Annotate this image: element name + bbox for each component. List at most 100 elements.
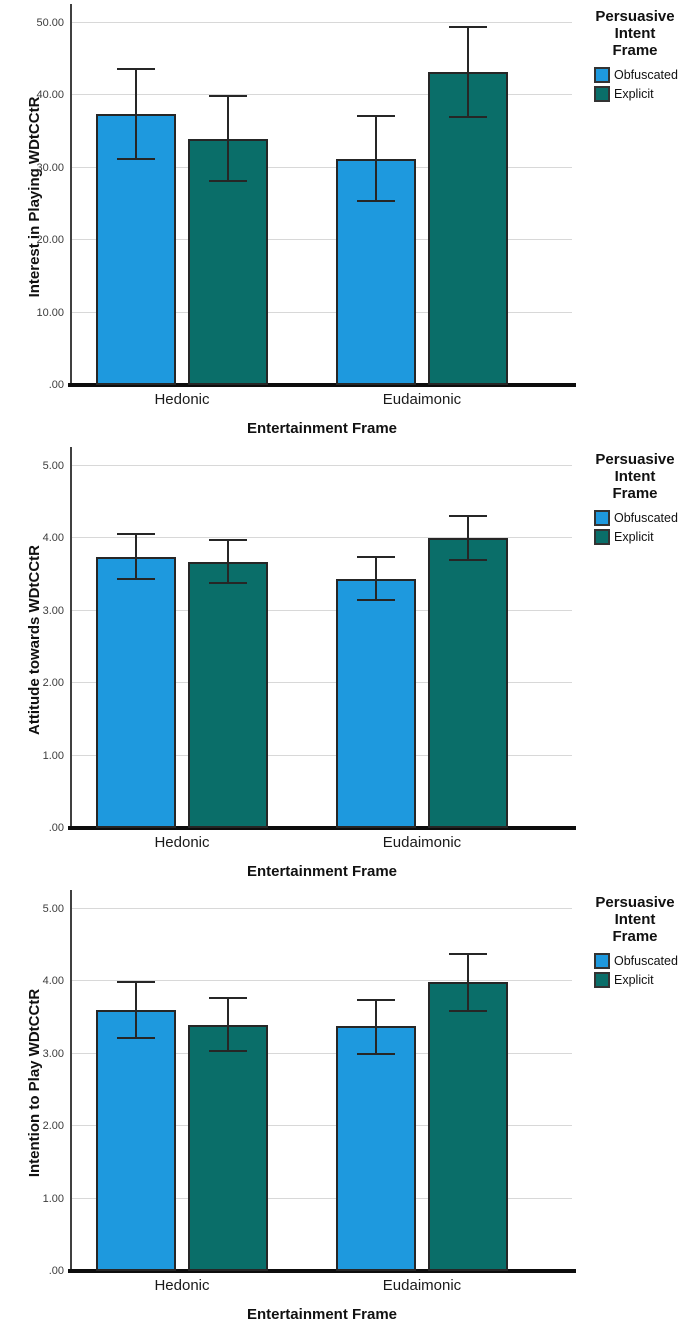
- error-bar: [135, 981, 137, 1038]
- legend-title-line: Frame: [612, 928, 658, 945]
- plot-area: [68, 890, 576, 1273]
- error-bar: [227, 540, 229, 583]
- error-bar-cap: [117, 67, 155, 70]
- x-tick-label: Eudaimonic: [382, 834, 462, 851]
- legend-title-line: Intent: [614, 468, 656, 485]
- gridline: [72, 1052, 572, 1054]
- gridline: [72, 239, 572, 240]
- x-axis-title: Entertainment Frame: [246, 863, 398, 880]
- legend-title-line: Frame: [612, 485, 658, 502]
- y-tick-label: 50.00: [36, 16, 64, 29]
- y-tick-label: 20.00: [36, 234, 64, 246]
- gridline: [72, 609, 572, 611]
- x-tick-label: Eudaimonic: [382, 391, 462, 408]
- y-tick-label: 40.00: [36, 89, 64, 101]
- bar-obfuscated-hedonic: [96, 113, 176, 385]
- error-bar-cap: [449, 514, 487, 517]
- y-axis-title: Intention to Play WDtCCtR: [26, 988, 43, 1177]
- x-axis-title: Entertainment Frame: [246, 1306, 398, 1323]
- y-tick-label: 5.00: [42, 459, 64, 472]
- x-axis-line: [68, 383, 576, 387]
- x-axis-title: Entertainment Frame: [246, 420, 398, 437]
- legend-item-obfuscated: Obfuscated: [594, 67, 678, 83]
- chart-2: Attitude towards WDtCCtR .00 1.00 2.00 3.00 4…: [0, 443, 678, 886]
- legend-title: Persuasive Intent Frame: [594, 451, 676, 502]
- error-bar-cap: [357, 599, 395, 602]
- legend-title-line: Intent: [614, 911, 656, 928]
- error-bar: [467, 515, 469, 561]
- legend: Persuasive Intent Frame Obfuscated Explicit: [594, 894, 678, 988]
- bar-explicit-eudaimonic: [428, 538, 508, 828]
- legend-items: Obfuscated Explicit: [594, 67, 678, 102]
- legend-item-obfuscated: Obfuscated: [594, 510, 678, 526]
- y-tick-label: 3.00: [42, 604, 64, 617]
- plot-area: [68, 447, 576, 830]
- gridline: [72, 537, 572, 538]
- error-bar-cap: [209, 539, 247, 542]
- error-bar-cap: [357, 199, 395, 202]
- gridline: [72, 311, 572, 313]
- legend-item-label: Obfuscated: [614, 511, 678, 525]
- legend-item-explicit: Explicit: [594, 86, 676, 102]
- legend-title-line: Persuasive: [595, 894, 675, 911]
- error-bar: [467, 26, 469, 117]
- gridline: [72, 464, 572, 466]
- bar-obfuscated-eudaimonic: [336, 1025, 416, 1271]
- error-bar-cap: [449, 115, 487, 118]
- y-axis-line: [70, 4, 72, 385]
- legend-items: Obfuscated Explicit: [594, 510, 678, 545]
- legend-title-line: Persuasive: [595, 8, 675, 25]
- gridline: [72, 21, 572, 23]
- y-axis-title: Attitude towards WDtCCtR: [26, 544, 43, 735]
- gridline: [72, 682, 572, 683]
- error-bar-cap: [449, 953, 487, 956]
- error-bar-cap: [117, 578, 155, 581]
- legend-item-explicit: Explicit: [594, 972, 676, 988]
- error-bar: [135, 68, 137, 159]
- legend-swatch-explicit: [594, 86, 610, 102]
- error-bar: [467, 954, 469, 1011]
- legend-swatch-explicit: [594, 972, 610, 988]
- legend-item-obfuscated: Obfuscated: [594, 953, 678, 969]
- legend-swatch-obfuscated: [594, 510, 610, 526]
- bar-obfuscated-eudaimonic: [336, 578, 416, 828]
- gridline: [72, 94, 572, 95]
- gridline: [72, 980, 572, 981]
- y-tick-label: 10.00: [36, 306, 64, 319]
- legend-items: Obfuscated Explicit: [594, 953, 678, 988]
- legend-item-label: Explicit: [614, 973, 654, 987]
- error-bar-cap: [449, 25, 487, 28]
- y-tick-label: 2.00: [42, 1120, 64, 1132]
- legend-title: Persuasive Intent Frame: [594, 894, 676, 945]
- error-bar-cap: [117, 1036, 155, 1039]
- error-bar: [375, 556, 377, 601]
- error-bar-cap: [209, 581, 247, 584]
- y-tick-label: .00: [48, 822, 64, 834]
- chart-3: Intention to Play WDtCCtR .00 1.00 2.00 3.00…: [0, 886, 678, 1329]
- legend-item-explicit: Explicit: [594, 529, 676, 545]
- chart-1: Interest in Playing WDtCCtR .00 10.00 20.00…: [0, 0, 678, 443]
- legend-swatch-obfuscated: [594, 953, 610, 969]
- legend-title-line: Frame: [612, 42, 658, 59]
- legend-item-label: Obfuscated: [614, 954, 678, 968]
- legend-title-line: Intent: [614, 25, 656, 42]
- error-bar-cap: [357, 998, 395, 1001]
- bar-explicit-eudaimonic: [428, 71, 508, 385]
- x-axis-line: [68, 1269, 576, 1273]
- y-tick-label: 4.00: [42, 532, 64, 544]
- y-tick-label: 4.00: [42, 975, 64, 987]
- legend-item-label: Explicit: [614, 87, 654, 101]
- x-tick-label: Hedonic: [154, 1277, 210, 1294]
- y-axis-line: [70, 447, 72, 828]
- error-bar-cap: [117, 157, 155, 160]
- y-tick-label: 5.00: [42, 902, 64, 915]
- y-tick-label: 2.00: [42, 677, 64, 689]
- legend-item-label: Obfuscated: [614, 68, 678, 82]
- error-bar: [375, 116, 377, 201]
- error-bar-cap: [209, 179, 247, 182]
- legend-item-label: Explicit: [614, 530, 654, 544]
- legend: Persuasive Intent Frame Obfuscated Explicit: [594, 8, 678, 102]
- x-axis-line: [68, 826, 576, 830]
- y-tick-label: 3.00: [42, 1047, 64, 1060]
- y-tick-label: .00: [48, 379, 64, 391]
